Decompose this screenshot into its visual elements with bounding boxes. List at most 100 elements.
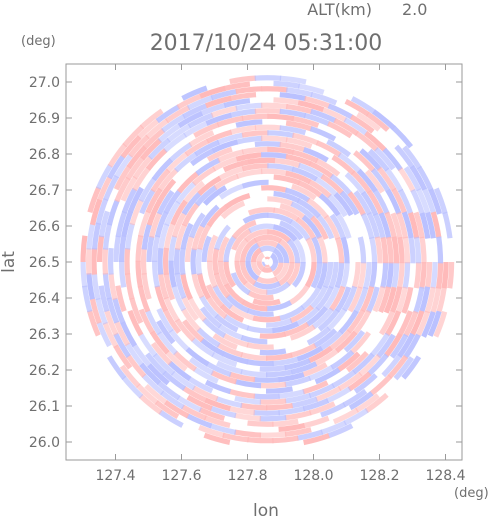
- ring-segment: [389, 333, 409, 359]
- ring-segment: [201, 235, 212, 263]
- y-tick-label: 26.6: [29, 219, 60, 235]
- x-tick-label: 128.0: [293, 468, 333, 484]
- ring-segment: [316, 235, 328, 264]
- y-tick-label: 26.2: [29, 363, 60, 379]
- ring-segment: [252, 298, 281, 306]
- ring-segment: [335, 237, 345, 264]
- ring-segment: [347, 286, 363, 313]
- x-axis-label: lon: [253, 501, 279, 521]
- ring-segment: [115, 285, 127, 312]
- ring-segment: [235, 119, 263, 128]
- ring-segment: [107, 247, 114, 275]
- ring-segment: [391, 125, 414, 149]
- ring-segment: [240, 402, 268, 411]
- ring-segment: [396, 261, 405, 289]
- ring-segment: [291, 261, 306, 288]
- ring-segment: [247, 290, 274, 301]
- x-tick-label: 127.8: [227, 468, 267, 484]
- ring-segment: [199, 306, 222, 329]
- ring-segment: [327, 193, 348, 218]
- ring-segment: [292, 237, 306, 264]
- ring-segment: [272, 435, 299, 444]
- ring-segment: [234, 429, 262, 438]
- ring-segment: [241, 179, 269, 189]
- ring-segment: [356, 111, 381, 132]
- ring-segment: [267, 113, 295, 122]
- ring-segment: [139, 108, 164, 130]
- ring-segment: [335, 212, 352, 239]
- ring-segment: [146, 235, 155, 263]
- ring-segment: [310, 215, 329, 240]
- radar-field: [76, 71, 459, 453]
- ring-segment: [353, 373, 378, 394]
- ring-segment: [252, 315, 281, 323]
- ring-segment: [118, 234, 127, 263]
- ring-segment: [292, 115, 320, 128]
- ring-segment: [246, 342, 274, 350]
- ring-segment: [267, 130, 295, 139]
- ring-segment: [245, 242, 260, 263]
- ring-segment: [286, 238, 301, 264]
- ring-segment: [245, 260, 260, 281]
- ring-segment: [241, 130, 269, 138]
- ring-segment: [279, 75, 307, 85]
- ring-segment: [243, 280, 268, 295]
- y-tick-label: 26.8: [29, 147, 60, 163]
- ring-segment: [272, 418, 299, 427]
- ring-segment: [316, 213, 335, 240]
- ring-segment: [259, 245, 277, 253]
- y-tick-label: 26.3: [29, 327, 60, 343]
- y-tick-label: 27.0: [29, 75, 60, 91]
- ring-segment: [402, 236, 411, 264]
- ring-segment: [239, 237, 258, 263]
- ring-segment: [265, 386, 293, 394]
- ring-segment: [419, 261, 427, 289]
- y-tick-label: 26.5: [29, 255, 60, 271]
- ring-segment: [269, 252, 279, 263]
- ring-segment: [230, 272, 251, 296]
- ring-segment: [265, 281, 291, 295]
- ring-segment: [285, 137, 313, 149]
- ring-segment: [259, 398, 287, 405]
- ring-segment: [381, 353, 403, 378]
- ring-segment: [345, 351, 369, 373]
- ring-segment: [369, 236, 378, 264]
- x-tick-label: 127.4: [95, 468, 135, 484]
- ring-segment: [254, 141, 282, 148]
- y-tick-label: 26.7: [29, 183, 60, 199]
- ring-segment: [256, 252, 266, 263]
- ring-segment: [256, 240, 280, 249]
- y-unit-label: (deg): [21, 34, 56, 49]
- ring-segment: [402, 261, 411, 289]
- ring-segment: [98, 285, 110, 313]
- ring-segment: [85, 248, 92, 275]
- ring-segment: [162, 247, 170, 276]
- ring-segment: [156, 189, 175, 215]
- ring-segment: [320, 402, 347, 418]
- y-tick-label: 26.4: [29, 291, 60, 307]
- ring-segment: [188, 130, 215, 148]
- ring-segment: [383, 286, 397, 314]
- ring-segment: [340, 236, 350, 264]
- ring-segment: [273, 80, 301, 89]
- ring-segment: [135, 234, 144, 263]
- ring-segment: [275, 243, 290, 264]
- ring-segment: [261, 266, 273, 273]
- ring-segment: [310, 91, 338, 106]
- ring-segment: [348, 391, 374, 411]
- ring-segment: [315, 158, 341, 177]
- ring-segment: [378, 286, 392, 314]
- ring-segment: [428, 188, 443, 215]
- ring-segment: [179, 247, 186, 276]
- ring-segment: [231, 228, 252, 251]
- ring-segment: [279, 220, 304, 241]
- ring-segment: [397, 236, 405, 264]
- ring-segment: [247, 157, 276, 165]
- ring-segment: [279, 125, 307, 136]
- ring-segment: [391, 261, 400, 290]
- ring-segment: [156, 319, 176, 345]
- ring-segment: [277, 261, 295, 287]
- ring-segment: [427, 310, 442, 337]
- x-tick-label: 127.6: [161, 468, 201, 484]
- ring-segment: [156, 307, 174, 334]
